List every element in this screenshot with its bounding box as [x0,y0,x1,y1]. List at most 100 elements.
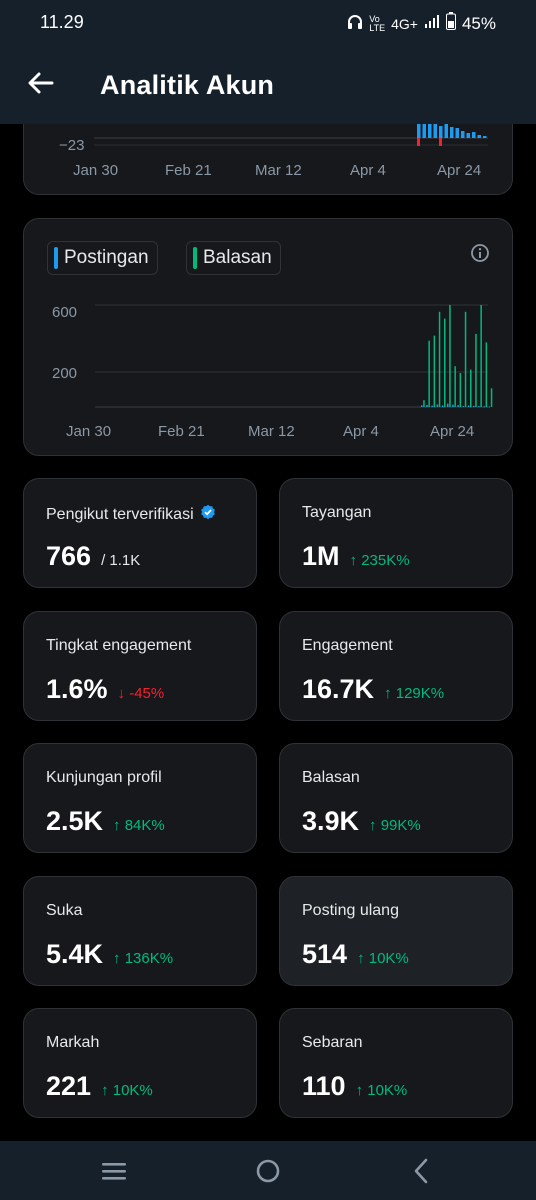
balasan-bar [475,333,477,407]
stat-label: Balasan [302,769,360,786]
main-chart-x-label: Mar 12 [248,423,295,440]
stat-label: Pengikut terverifikasi [46,505,194,523]
balasan-bar [449,305,451,407]
stat-change: ↑ 84K% [113,817,165,834]
stat-card-verified-followers[interactable]: Pengikut terverifikasi 766 / 1.1K [23,478,257,588]
stat-card-profile-visits[interactable]: Kunjungan profil 2.5K ↑ 84K% [23,743,257,853]
stat-value: 2.5K [46,806,104,836]
stat-label: Suka [46,902,83,919]
recent-apps-icon[interactable] [100,1157,128,1185]
legend-swatch [54,247,58,269]
status-bar: 11.29 Vo LTE 4G+ 45% [0,0,536,46]
postingan-bar [478,406,480,408]
balasan-bar [433,335,436,407]
stat-value-row: 766 / 1.1K [46,541,140,572]
top-chart-bar [472,132,476,138]
stat-change: ↑ 10K% [356,1082,408,1099]
stat-change-value: 10K% [112,1082,153,1099]
main-chart-y-label: 200 [52,365,78,382]
postingan-bar [441,405,444,407]
top-chart-negative-bar [439,138,442,146]
stat-card-shares[interactable]: Sebaran 110 ↑ 10K% [279,1008,513,1118]
stat-label: Posting ulang [302,902,399,919]
stat-subvalue: / 1.1K [101,552,141,569]
balasan-bar [423,400,425,407]
postingan-bar [457,405,459,407]
arrow-up-icon: ↑ [355,1082,368,1099]
top-chart-bar [444,123,448,138]
legend-postingan[interactable]: Postingan [47,241,158,275]
back-icon[interactable] [408,1157,436,1185]
stat-card-reposts[interactable]: Posting ulang 514 ↑ 10K% [279,876,513,986]
stat-card-bookmarks[interactable]: Markah 221 ↑ 10K% [23,1008,257,1118]
stat-value: 514 [302,939,348,969]
legend-balasan[interactable]: Balasan [186,241,281,275]
arrow-up-icon: ↑ [357,950,369,967]
balasan-bar [459,373,462,407]
legend-label: Postingan [64,247,149,268]
main-chart-x-label: Jan 30 [66,423,112,440]
stat-change: ↓ -45% [118,685,165,702]
top-chart-bar [428,123,432,138]
status-time: 11.29 [40,12,84,32]
top-chart-bar [466,133,470,138]
stat-label-wrap: Pengikut terverifikasi [46,504,216,525]
stat-change: ↑ 235K% [350,552,410,569]
stat-value: 1M [302,541,340,571]
postingan-bar [447,403,449,407]
headphones-icon [347,14,363,33]
postingan-bar [452,404,454,407]
arrow-down-icon: ↓ [117,685,130,702]
status-icons: Vo LTE 4G+ 45% [347,12,496,35]
balasan-bar [444,318,446,407]
stat-change-value: 84K% [124,817,165,834]
balasan-bar [470,369,472,407]
postingan-bar [431,405,433,407]
stat-change: ↑ 136K% [113,950,173,967]
arrow-up-icon: ↑ [384,685,396,702]
stat-label: Tayangan [302,504,372,521]
stat-value: 3.9K [302,806,360,836]
stat-card-replies[interactable]: Balasan 3.9K ↑ 99K% [279,743,513,853]
stat-value: 16.7K [302,674,375,704]
main-chart-x-label: Apr 4 [343,423,379,440]
stat-value-row: 110 ↑ 10K% [302,1071,407,1102]
signal-icon [424,13,440,34]
top-chart-bar [455,128,459,138]
arrow-up-icon: ↑ [369,817,381,834]
top-chart-y-label: −23 [59,137,85,154]
back-arrow-icon[interactable] [26,68,56,98]
balasan-bar [454,366,456,407]
postingan-bar [488,406,491,408]
postingan-bar [436,404,439,407]
balasan-bar [438,311,441,407]
stat-card-likes[interactable]: Suka 5.4K ↑ 136K% [23,876,257,986]
arrow-up-icon: ↑ [113,817,125,834]
top-chart-x-label: Feb 21 [165,162,212,179]
top-chart-plot [94,122,488,146]
stat-change: ↑ 129K% [384,685,444,702]
stat-value-row: 514 ↑ 10K% [302,939,409,970]
postingan-bar [473,405,475,407]
stat-label: Kunjungan profil [46,769,162,786]
balasan-bar [485,342,488,407]
top-chart-negative-bar [417,138,420,146]
stat-value-row: 1.6% ↓ -45% [46,674,164,705]
battery-icon [445,12,456,35]
stat-change-value: 10K% [368,950,409,967]
home-icon[interactable] [254,1157,282,1185]
stat-value-row: 2.5K ↑ 84K% [46,806,165,837]
info-icon[interactable] [470,243,490,263]
stat-change-value: 136K% [124,950,174,967]
stat-label: Markah [46,1034,100,1051]
stat-card-engagement[interactable]: Engagement 16.7K ↑ 129K% [279,611,513,721]
stat-card-impressions[interactable]: Tayangan 1M ↑ 235K% [279,478,513,588]
stat-card-engagement-rate[interactable]: Tingkat engagement 1.6% ↓ -45% [23,611,257,721]
main-chart-y-label: 600 [52,304,78,321]
stat-value-row: 16.7K ↑ 129K% [302,674,444,705]
top-chart-bar [417,124,421,138]
stat-value: 1.6% [46,674,108,704]
posts-replies-chart-card: Postingan Balasan 600 200 Jan 30 Feb 21 … [23,218,513,456]
stat-value-row: 221 ↑ 10K% [46,1071,153,1102]
stat-label: Tingkat engagement [46,637,192,654]
